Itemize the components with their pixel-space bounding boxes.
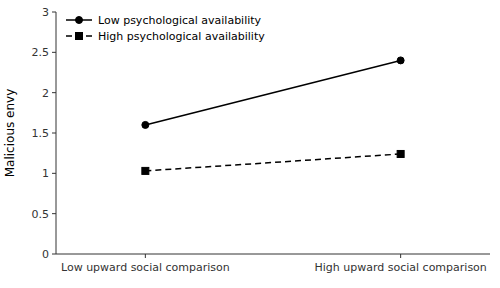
y-tick (52, 12, 56, 13)
y-tick (52, 173, 56, 174)
y-tick (52, 254, 56, 255)
y-tick (52, 213, 56, 214)
y-tick (52, 52, 56, 53)
chart: 0 0.5 1 1.5 2 2.5 3 Low upward social compariso… (0, 0, 500, 288)
series-line (145, 60, 400, 125)
x-tick (145, 254, 146, 258)
data-point (142, 167, 149, 174)
legend-label: High psychological availability (98, 30, 265, 43)
data-point (397, 150, 404, 157)
x-tick-label: High upward social comparison (314, 261, 486, 274)
plot-area (142, 57, 404, 175)
y-tick (52, 133, 56, 134)
y-tick-label: 2.5 (32, 46, 50, 59)
y-tick (52, 92, 56, 93)
y-tick-label: 1.5 (32, 127, 50, 140)
data-point (397, 57, 404, 64)
y-tick-label: 1 (42, 167, 49, 180)
y-tick-label: 0.5 (32, 208, 50, 221)
legend-marker (76, 17, 83, 24)
legend-label: Low psychological availability (98, 14, 262, 27)
y-axis-label: Malicious envy (3, 89, 17, 178)
y-tick-label: 3 (42, 6, 49, 19)
series-line (145, 154, 400, 171)
y-tick-label: 0 (42, 248, 49, 261)
x-tick-label: Low upward social comparison (61, 261, 230, 274)
legend-marker (76, 33, 83, 40)
x-axis (56, 254, 490, 255)
data-point (142, 121, 149, 128)
x-tick (400, 254, 401, 258)
y-tick-label: 2 (42, 87, 49, 100)
legend: Low psychological availability High psych… (66, 14, 265, 43)
